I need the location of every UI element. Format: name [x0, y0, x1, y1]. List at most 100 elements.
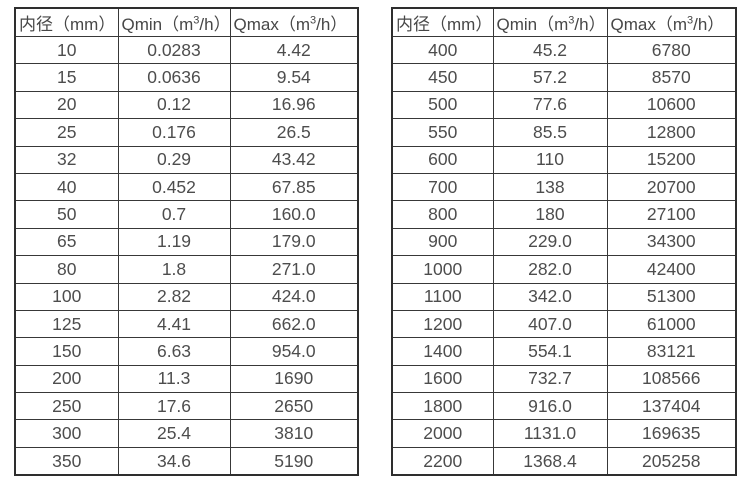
qmax-header-text: Qmax（m	[233, 15, 311, 34]
qmin-cell: 554.1	[492, 337, 608, 366]
table-row: 400 45.2 6780	[391, 35, 737, 65]
qmin-cell: 180	[492, 200, 608, 229]
diameter-cell: 500	[391, 90, 494, 120]
table-row: 15 0.0636 9.54	[14, 63, 359, 92]
diameter-cell: 150	[14, 337, 119, 366]
diameter-cell: 2200	[391, 446, 494, 476]
table-row: 25 0.176 26.5	[14, 118, 359, 147]
qmax-cell: 4.42	[229, 35, 359, 65]
qmin-cell: 0.29	[117, 145, 231, 174]
qmax-cell: 137404	[606, 392, 737, 421]
qmin-cell: 0.452	[117, 172, 231, 202]
table-row: 700 138 20700	[391, 172, 737, 202]
diameter-cell: 1600	[391, 364, 494, 394]
qmax-header-superscript: 3	[687, 14, 694, 27]
qmin-cell: 0.0283	[117, 35, 231, 65]
table-row: 300 25.4 3810	[14, 419, 359, 448]
diameter-cell: 1800	[391, 392, 494, 421]
qmax-header-text: Qmax（m	[610, 15, 688, 34]
qmax-cell: 160.0	[229, 200, 359, 229]
qmax-column-header: Qmax（m3/h）	[229, 7, 359, 37]
diameter-cell: 550	[391, 118, 494, 147]
qmin-column-header: Qmin（m3/h）	[117, 7, 231, 37]
qmin-header-superscript: 3	[568, 14, 575, 27]
qmax-cell: 27100	[606, 200, 737, 229]
diameter-cell: 1000	[391, 255, 494, 284]
qmin-cell: 77.6	[492, 90, 608, 120]
qmin-cell: 342.0	[492, 282, 608, 311]
flow-spec-table-right: 内径（mm） Qmin（m3/h） Qmax（m3/h） 400 45.2 6780…	[391, 7, 737, 477]
table-row: 2000 1131.0 169635	[391, 419, 737, 448]
qmax-cell: 43.42	[229, 145, 359, 174]
diameter-cell: 400	[391, 35, 494, 65]
diameter-cell: 900	[391, 227, 494, 257]
qmin-cell: 25.4	[117, 419, 231, 448]
diameter-cell: 2000	[391, 419, 494, 448]
qmax-header-unit-suffix: /h）	[316, 15, 348, 34]
table-row: 1000 282.0 42400	[391, 255, 737, 284]
qmax-cell: 954.0	[229, 337, 359, 366]
qmin-cell: 0.176	[117, 118, 231, 147]
qmin-cell: 4.41	[117, 309, 231, 339]
diameter-cell: 10	[14, 35, 119, 65]
qmax-cell: 271.0	[229, 255, 359, 284]
diameter-cell: 700	[391, 172, 494, 202]
diameter-cell: 1400	[391, 337, 494, 366]
table-row: 600 110 15200	[391, 145, 737, 174]
qmin-column-header: Qmin（m3/h）	[492, 7, 608, 37]
diameter-cell: 125	[14, 309, 119, 339]
qmin-cell: 85.5	[492, 118, 608, 147]
qmax-cell: 61000	[606, 309, 737, 339]
table-row: 1100 342.0 51300	[391, 282, 737, 311]
qmin-cell: 1.8	[117, 255, 231, 284]
qmax-cell: 179.0	[229, 227, 359, 257]
diameter-cell: 15	[14, 63, 119, 92]
table-row: 1200 407.0 61000	[391, 309, 737, 339]
diameter-column-header: 内径（mm）	[14, 7, 119, 37]
diameter-column-header: 内径（mm）	[391, 7, 494, 37]
table-row: 1400 554.1 83121	[391, 337, 737, 366]
qmin-cell: 138	[492, 172, 608, 202]
table-row: 50 0.7 160.0	[14, 200, 359, 229]
diameter-cell: 80	[14, 255, 119, 284]
diameter-cell: 50	[14, 200, 119, 229]
diameter-cell: 300	[14, 419, 119, 448]
qmax-header-unit-suffix: /h）	[693, 15, 725, 34]
qmin-cell: 2.82	[117, 282, 231, 311]
table-row: 150 6.63 954.0	[14, 337, 359, 366]
qmax-cell: 26.5	[229, 118, 359, 147]
diameter-cell: 20	[14, 90, 119, 120]
qmin-cell: 6.63	[117, 337, 231, 366]
diameter-cell: 65	[14, 227, 119, 257]
table-row: 125 4.41 662.0	[14, 309, 359, 339]
diameter-cell: 25	[14, 118, 119, 147]
qmax-cell: 1690	[229, 364, 359, 394]
qmax-cell: 15200	[606, 145, 737, 174]
qmin-cell: 282.0	[492, 255, 608, 284]
qmax-cell: 20700	[606, 172, 737, 202]
qmax-cell: 9.54	[229, 63, 359, 92]
table-row: 1800 916.0 137404	[391, 392, 737, 421]
table-row: 2200 1368.4 205258	[391, 446, 737, 476]
table-row: 450 57.2 8570	[391, 63, 737, 92]
table-row: 500 77.6 10600	[391, 90, 737, 120]
qmax-cell: 51300	[606, 282, 737, 311]
qmax-cell: 424.0	[229, 282, 359, 311]
diameter-cell: 1200	[391, 309, 494, 339]
qmin-cell: 11.3	[117, 364, 231, 394]
table-row: 250 17.6 2650	[14, 392, 359, 421]
table-row: 1600 732.7 108566	[391, 364, 737, 394]
diameter-cell: 1100	[391, 282, 494, 311]
table-row: 20 0.12 16.96	[14, 90, 359, 120]
qmax-cell: 5190	[229, 446, 359, 476]
qmax-cell: 662.0	[229, 309, 359, 339]
table-row: 80 1.8 271.0	[14, 255, 359, 284]
qmin-cell: 34.6	[117, 446, 231, 476]
qmin-cell: 110	[492, 145, 608, 174]
qmin-header-text: Qmin（m	[496, 15, 569, 34]
flow-spec-table-left: 内径（mm） Qmin（m3/h） Qmax（m3/h） 10 0.0283 4.4…	[14, 7, 359, 477]
qmax-cell: 83121	[606, 337, 737, 366]
qmin-cell: 0.0636	[117, 63, 231, 92]
diameter-cell: 32	[14, 145, 119, 174]
